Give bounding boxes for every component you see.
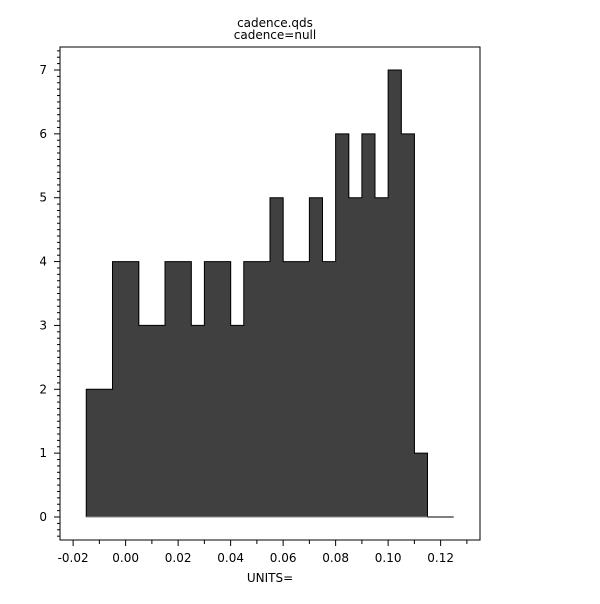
histogram-bar	[414, 453, 428, 518]
histogram-bar	[165, 261, 179, 518]
histogram-bar	[151, 325, 166, 518]
x-tick-label: 0.06	[270, 551, 297, 565]
histogram-bar	[296, 261, 310, 518]
chart-title: cadence.qds	[237, 16, 313, 30]
x-tick-label: 0.08	[322, 551, 349, 565]
histogram-bar	[283, 261, 297, 518]
histogram-bar	[178, 261, 192, 518]
y-tick-label: 7	[39, 63, 47, 77]
chart-subtitle: cadence=null	[234, 28, 316, 42]
histogram-bar	[361, 133, 376, 518]
histogram-bar	[230, 325, 245, 518]
x-tick-label: 0.12	[427, 551, 454, 565]
histogram-outline	[85, 69, 454, 518]
x-tick-label: 0.00	[112, 551, 139, 565]
y-tick-label: 2	[39, 382, 47, 396]
histogram-bar	[217, 261, 232, 518]
histogram-bar	[204, 261, 218, 518]
x-tick-label: 0.04	[217, 551, 244, 565]
x-tick-label: 0.10	[375, 551, 402, 565]
histogram-bar	[270, 197, 284, 518]
x-tick-label: 0.02	[165, 551, 192, 565]
y-tick-label: 5	[39, 191, 47, 205]
histogram-bar	[112, 261, 127, 518]
histogram-bars	[85, 69, 454, 518]
y-tick-label: 4	[39, 255, 47, 269]
x-tick-label: -0.02	[58, 551, 89, 565]
y-tick-label: 3	[39, 318, 47, 332]
histogram-bar	[335, 133, 350, 518]
histogram-bar	[191, 325, 205, 518]
histogram-bar	[256, 261, 271, 518]
x-axis: -0.02 0.00 0.02 0.04 0.06 0.08 0.10 0.12	[58, 540, 468, 565]
histogram-bar	[243, 261, 258, 518]
y-tick-label: 1	[39, 446, 47, 460]
y-axis: 0 1 2 3 4 5 6 7	[39, 50, 60, 537]
histogram-bar	[125, 261, 140, 518]
y-tick-label: 0	[39, 510, 47, 524]
histogram-bar	[309, 197, 323, 518]
y-tick-label: 6	[39, 127, 47, 141]
histogram-bar	[99, 389, 113, 518]
x-axis-label: UNITS=	[247, 571, 293, 585]
histogram-bar	[138, 325, 153, 518]
histogram-bar	[388, 69, 402, 518]
histogram-bar	[401, 133, 415, 518]
histogram-bar	[86, 389, 100, 518]
histogram-bar	[348, 197, 363, 518]
histogram-bar	[322, 261, 337, 518]
histogram-bar	[375, 197, 389, 518]
